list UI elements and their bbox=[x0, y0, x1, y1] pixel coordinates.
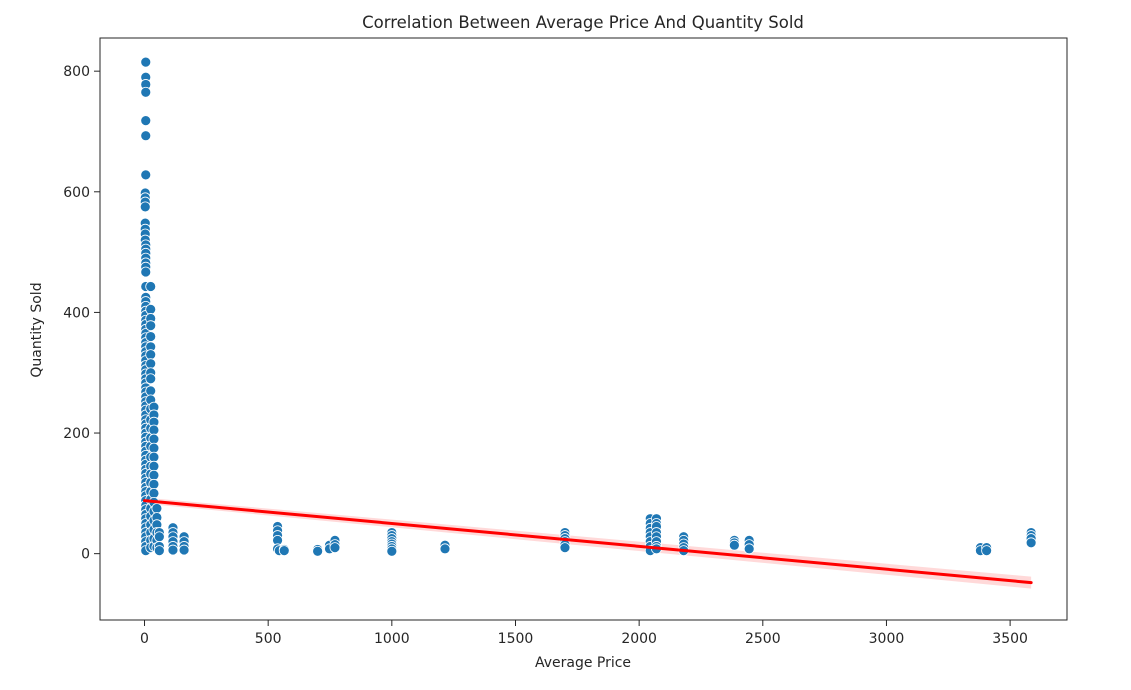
data-point bbox=[140, 115, 152, 127]
data-point bbox=[439, 543, 451, 555]
data-point bbox=[278, 545, 290, 557]
data-point bbox=[145, 320, 157, 332]
data-point bbox=[140, 169, 152, 181]
data-point bbox=[145, 303, 157, 315]
data-point bbox=[139, 201, 151, 213]
x-tick-label: 1500 bbox=[498, 631, 534, 647]
x-tick-label: 3500 bbox=[992, 631, 1028, 647]
data-point bbox=[178, 544, 190, 556]
x-tick-label: 2000 bbox=[621, 631, 657, 647]
data-point bbox=[145, 358, 157, 370]
data-point bbox=[148, 487, 160, 499]
data-point bbox=[148, 451, 160, 463]
chart-title: Correlation Between Average Price And Qu… bbox=[362, 13, 804, 32]
data-point bbox=[743, 543, 755, 555]
data-point bbox=[145, 349, 157, 361]
x-axis-label: Average Price bbox=[535, 655, 631, 671]
x-tick-label: 0 bbox=[140, 631, 149, 647]
data-point bbox=[728, 539, 740, 551]
data-point bbox=[167, 544, 179, 556]
y-tick-label: 400 bbox=[63, 305, 90, 321]
data-point bbox=[148, 442, 160, 454]
data-point bbox=[145, 331, 157, 342]
plot-frame bbox=[99, 37, 1068, 621]
data-point bbox=[151, 503, 163, 514]
data-point bbox=[140, 130, 152, 142]
y-tick-label: 800 bbox=[63, 64, 90, 80]
data-point bbox=[153, 545, 165, 557]
y-tick-label: 200 bbox=[63, 426, 90, 442]
data-point bbox=[148, 478, 160, 490]
data-point bbox=[153, 531, 165, 543]
data-point bbox=[1025, 537, 1037, 549]
data-point bbox=[148, 424, 160, 436]
data-point bbox=[386, 545, 398, 557]
data-point bbox=[140, 56, 152, 68]
data-point bbox=[148, 460, 160, 472]
data-point bbox=[145, 385, 157, 397]
x-tick-label: 500 bbox=[255, 631, 282, 647]
x-axis: 0 500 1000 1500 2000 2500 3000 3500 bbox=[140, 620, 1028, 647]
x-tick-label: 1000 bbox=[374, 631, 410, 647]
data-point bbox=[148, 469, 160, 481]
y-tick-label: 0 bbox=[81, 547, 90, 563]
data-point bbox=[312, 545, 324, 557]
data-point bbox=[140, 86, 152, 98]
data-point bbox=[140, 266, 152, 278]
data-point bbox=[329, 542, 341, 554]
plot-marks bbox=[139, 56, 1037, 589]
trend-line bbox=[143, 499, 1033, 585]
data-point bbox=[145, 281, 157, 292]
data-point bbox=[145, 373, 157, 385]
data-point bbox=[559, 542, 571, 554]
y-axis-label: Quantity Sold bbox=[29, 282, 45, 377]
data-point bbox=[981, 545, 993, 557]
y-tick-label: 600 bbox=[63, 185, 90, 201]
x-tick-label: 2500 bbox=[745, 631, 781, 647]
data-point bbox=[148, 433, 160, 445]
y-axis: 0 200 400 600 800 bbox=[63, 64, 100, 563]
x-tick-label: 3000 bbox=[869, 631, 905, 647]
